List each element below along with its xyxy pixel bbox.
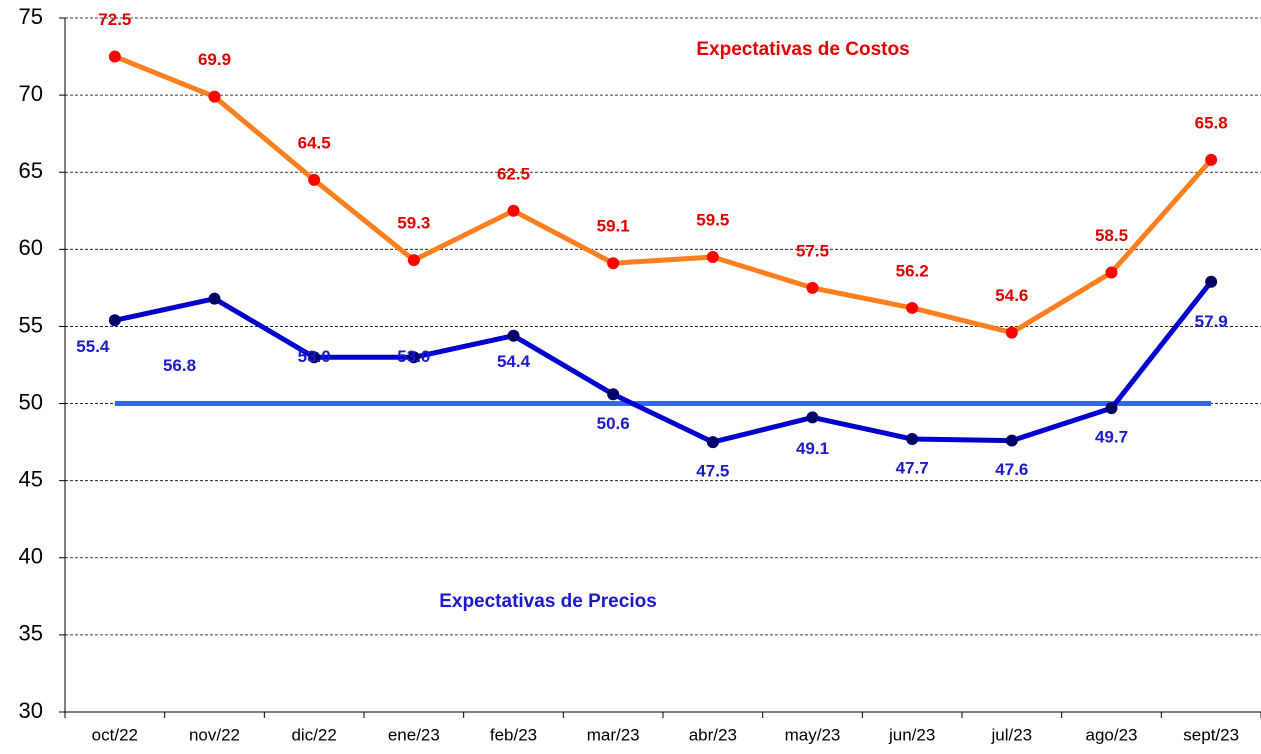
- value-label: 47.7: [896, 459, 929, 478]
- value-label: 59.3: [397, 214, 430, 233]
- x-tick-label: jul/23: [991, 725, 1033, 744]
- value-label: 56.8: [163, 356, 196, 375]
- y-tick-label: 70: [19, 81, 43, 106]
- marker: [108, 314, 121, 327]
- y-tick-label: 35: [19, 621, 43, 646]
- value-label: 53.0: [397, 347, 430, 366]
- value-label: 59.5: [696, 211, 729, 230]
- value-label: 69.9: [198, 50, 231, 69]
- x-tick-label: ago/23: [1086, 725, 1138, 744]
- y-tick-label: 45: [19, 466, 43, 491]
- y-tick-label: 30: [19, 698, 43, 723]
- value-label: 47.5: [696, 462, 729, 481]
- value-label: 59.1: [597, 217, 630, 236]
- x-tick-label: abr/23: [689, 725, 737, 744]
- x-tick-label: ene/23: [388, 725, 440, 744]
- marker: [308, 173, 321, 186]
- marker: [308, 351, 321, 364]
- marker: [607, 388, 620, 401]
- marker: [806, 411, 819, 424]
- marker: [407, 254, 420, 267]
- value-label: 49.1: [796, 439, 829, 458]
- x-tick-label: dic/22: [291, 725, 336, 744]
- value-label: 58.5: [1095, 226, 1128, 245]
- series-annotation: Expectativas de Costos: [696, 39, 909, 60]
- value-label: 65.8: [1195, 113, 1228, 132]
- x-tick-label: oct/22: [92, 725, 138, 744]
- marker: [1005, 326, 1018, 339]
- y-tick-label: 75: [19, 4, 43, 29]
- x-tick-label: feb/23: [490, 725, 537, 744]
- x-tick-label: jun/23: [888, 725, 935, 744]
- marker: [806, 281, 819, 294]
- value-label: 54.4: [497, 352, 531, 371]
- value-label: 53.0: [298, 347, 331, 366]
- value-label: 64.5: [298, 133, 331, 152]
- value-label: 54.6: [995, 286, 1028, 305]
- value-label: 57.9: [1195, 312, 1228, 331]
- marker: [208, 90, 221, 103]
- y-tick-label: 65: [19, 158, 43, 183]
- y-tick-label: 60: [19, 235, 43, 260]
- series-line: [114, 280, 1214, 445]
- marker: [906, 433, 919, 446]
- marker: [1005, 434, 1018, 447]
- value-label: 56.2: [896, 261, 929, 280]
- marker: [208, 292, 221, 305]
- marker: [1205, 153, 1218, 166]
- marker: [507, 204, 520, 217]
- marker: [607, 257, 620, 270]
- x-tick-label: nov/22: [189, 725, 240, 744]
- value-label: 62.5: [497, 164, 530, 183]
- y-tick-label: 50: [19, 389, 43, 414]
- x-tick-label: mar/23: [587, 725, 640, 744]
- marker: [108, 50, 121, 63]
- value-label: 49.7: [1095, 428, 1128, 447]
- x-tick-label: may/23: [785, 725, 841, 744]
- series-annotation: Expectativas de Precios: [439, 591, 657, 612]
- value-label: 72.5: [98, 10, 131, 29]
- marker: [706, 251, 719, 264]
- marker: [706, 436, 719, 449]
- value-label: 47.6: [995, 460, 1028, 479]
- marker: [507, 329, 520, 342]
- marker: [906, 301, 919, 314]
- y-tick-label: 55: [19, 312, 43, 337]
- value-label: 55.4: [76, 337, 110, 356]
- marker: [407, 351, 420, 364]
- marker: [1205, 275, 1218, 288]
- x-tick-label: sept/23: [1183, 725, 1239, 744]
- value-label: 50.6: [597, 414, 630, 433]
- marker: [1105, 266, 1118, 279]
- value-label: 57.5: [796, 241, 829, 260]
- marker: [1105, 402, 1118, 415]
- y-tick-label: 40: [19, 544, 43, 569]
- series-line: [113, 54, 1214, 336]
